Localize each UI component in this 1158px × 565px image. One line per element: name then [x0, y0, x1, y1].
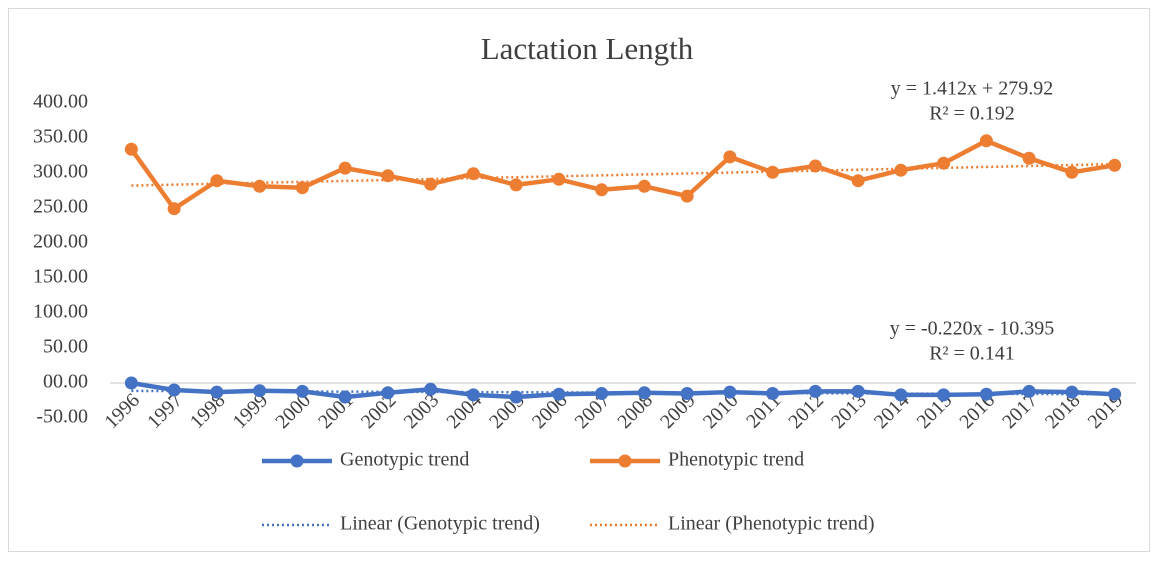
data-point	[1108, 387, 1122, 401]
data-point	[210, 174, 224, 188]
data-point	[937, 388, 951, 402]
data-point	[424, 177, 438, 191]
data-point	[894, 388, 908, 402]
data-point	[766, 387, 780, 400]
data-point	[979, 134, 993, 148]
trendline-equation: y = 1.412x + 279.92	[891, 78, 1054, 100]
trendline	[131, 162, 1115, 187]
trendline-equation: y = -0.220x - 10.395	[890, 318, 1055, 340]
y-tick-label: 250.00	[33, 196, 88, 218]
data-point	[338, 161, 352, 175]
data-point	[295, 384, 309, 398]
data-point	[595, 387, 609, 400]
data-point	[680, 189, 694, 203]
data-point	[1022, 151, 1036, 165]
data-point	[595, 183, 609, 197]
y-tick-label: 400.00	[33, 91, 88, 113]
data-point	[466, 167, 480, 181]
data-point	[851, 384, 865, 398]
data-point	[1065, 385, 1079, 399]
y-tick-label: 50.00	[43, 336, 88, 358]
legend-label: Genotypic trend	[340, 449, 469, 471]
trendline-r-squared: R² = 0.141	[929, 343, 1015, 365]
data-point	[253, 384, 267, 398]
data-point	[680, 387, 694, 400]
data-point	[937, 156, 951, 170]
data-point	[552, 172, 566, 186]
y-tick-label: 100.00	[33, 301, 88, 323]
data-point	[124, 142, 138, 156]
series-line	[131, 380, 1115, 400]
data-point	[167, 202, 181, 216]
legend-marker	[618, 454, 632, 468]
data-point	[637, 386, 651, 400]
series-line	[129, 138, 1115, 211]
legend-label: Linear (Phenotypic trend)	[668, 513, 875, 535]
data-point	[509, 178, 523, 192]
chart-title: Lactation Length	[481, 31, 694, 66]
legend-marker	[290, 454, 304, 468]
trendline-r-squared: R² = 0.192	[929, 103, 1015, 125]
y-tick-label: 200.00	[33, 231, 88, 253]
legend-label: Phenotypic trend	[668, 449, 804, 471]
y-tick-label: -50.00	[36, 406, 88, 428]
data-point	[381, 169, 395, 183]
data-point	[1108, 158, 1122, 172]
data-point	[295, 181, 309, 195]
legend-label: Linear (Genotypic trend)	[340, 513, 540, 535]
data-point	[1022, 384, 1036, 398]
data-point	[124, 376, 138, 390]
y-tick-label: 00.00	[43, 371, 88, 393]
chart-border	[8, 8, 1150, 552]
data-point	[253, 179, 267, 193]
data-point	[210, 385, 224, 399]
data-point	[381, 386, 395, 400]
data-point	[424, 382, 438, 396]
data-point	[509, 390, 523, 404]
data-point	[1065, 165, 1079, 179]
data-point	[894, 163, 908, 177]
y-tick-label: 350.00	[33, 126, 88, 148]
data-point	[723, 385, 737, 399]
data-point	[338, 390, 352, 404]
data-point	[808, 384, 822, 398]
y-tick-label: 150.00	[33, 266, 88, 288]
data-point	[723, 150, 737, 164]
data-point	[466, 388, 480, 402]
data-point	[637, 179, 651, 193]
data-point	[808, 159, 822, 173]
data-point	[851, 174, 865, 188]
y-tick-label: 300.00	[33, 161, 88, 183]
data-point	[766, 165, 780, 179]
data-point	[552, 387, 566, 401]
data-point	[979, 387, 993, 401]
data-point	[167, 383, 181, 397]
